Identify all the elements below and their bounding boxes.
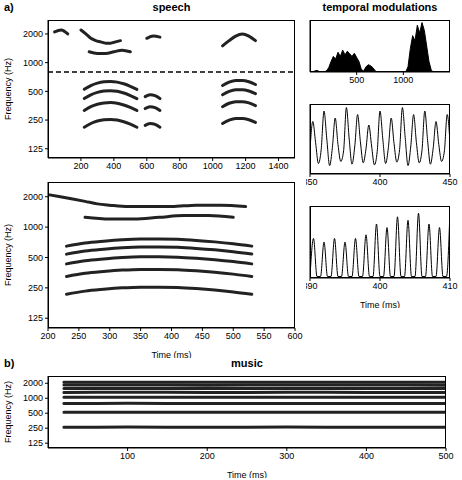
svg-text:500: 500	[226, 331, 241, 341]
svg-text:2000: 2000	[23, 378, 43, 388]
svg-text:500: 500	[28, 253, 43, 263]
svg-text:350: 350	[133, 331, 148, 341]
svg-text:500: 500	[28, 408, 43, 418]
svg-text:Frequency (Hz): Frequency (Hz)	[3, 58, 13, 120]
html-text:b): b)	[4, 357, 15, 369]
html-text:a): a)	[4, 1, 14, 13]
svg-text:400: 400	[372, 177, 387, 187]
svg-text:500: 500	[28, 87, 43, 97]
svg-text:500: 500	[438, 451, 453, 461]
svg-text:Time (ms): Time (ms)	[227, 470, 267, 478]
svg-text:450: 450	[442, 177, 457, 187]
svg-text:400: 400	[164, 331, 179, 341]
svg-text:400: 400	[106, 161, 121, 171]
svg-text:200: 200	[73, 161, 88, 171]
svg-text:450: 450	[195, 331, 210, 341]
svg-text:250: 250	[71, 331, 86, 341]
html-text:temporal modulations: temporal modulations	[322, 1, 438, 13]
svg-text:300: 300	[279, 451, 294, 461]
svg-text:300: 300	[102, 331, 117, 341]
svg-text:200: 200	[40, 331, 55, 341]
svg-text:2000: 2000	[23, 192, 43, 202]
svg-text:800: 800	[172, 161, 187, 171]
svg-text:1200: 1200	[236, 161, 256, 171]
svg-text:250: 250	[28, 283, 43, 293]
svg-text:Frequency (Hz): Frequency (Hz)	[3, 224, 13, 286]
svg-text:1000: 1000	[23, 393, 43, 403]
svg-text:350: 350	[306, 177, 318, 187]
html-text:music: music	[231, 357, 263, 369]
svg-text:200: 200	[200, 451, 215, 461]
svg-text:1000: 1000	[23, 222, 43, 232]
svg-text:550: 550	[257, 331, 272, 341]
svg-text:390: 390	[306, 281, 318, 291]
svg-text:125: 125	[28, 144, 43, 154]
svg-text:2000: 2000	[23, 29, 43, 39]
svg-text:100: 100	[120, 451, 135, 461]
svg-text:125: 125	[28, 313, 43, 323]
svg-text:Frequency (Hz): Frequency (Hz)	[3, 381, 13, 443]
svg-text:250: 250	[28, 115, 43, 125]
svg-text:400: 400	[359, 451, 374, 461]
svg-text:250: 250	[28, 423, 43, 433]
svg-text:125: 125	[28, 438, 43, 448]
svg-text:410: 410	[442, 281, 457, 291]
svg-text:Time (ms): Time (ms)	[360, 300, 400, 308]
svg-text:1400: 1400	[269, 161, 289, 171]
svg-text:1000: 1000	[23, 58, 43, 68]
svg-text:Time (ms): Time (ms)	[151, 350, 191, 358]
svg-text:400: 400	[372, 281, 387, 291]
html-text:speech: speech	[152, 1, 191, 13]
svg-text:1000: 1000	[393, 75, 413, 85]
svg-text:600: 600	[139, 161, 154, 171]
svg-text:600: 600	[287, 331, 302, 341]
svg-text:500: 500	[349, 75, 364, 85]
svg-text:1000: 1000	[203, 161, 223, 171]
